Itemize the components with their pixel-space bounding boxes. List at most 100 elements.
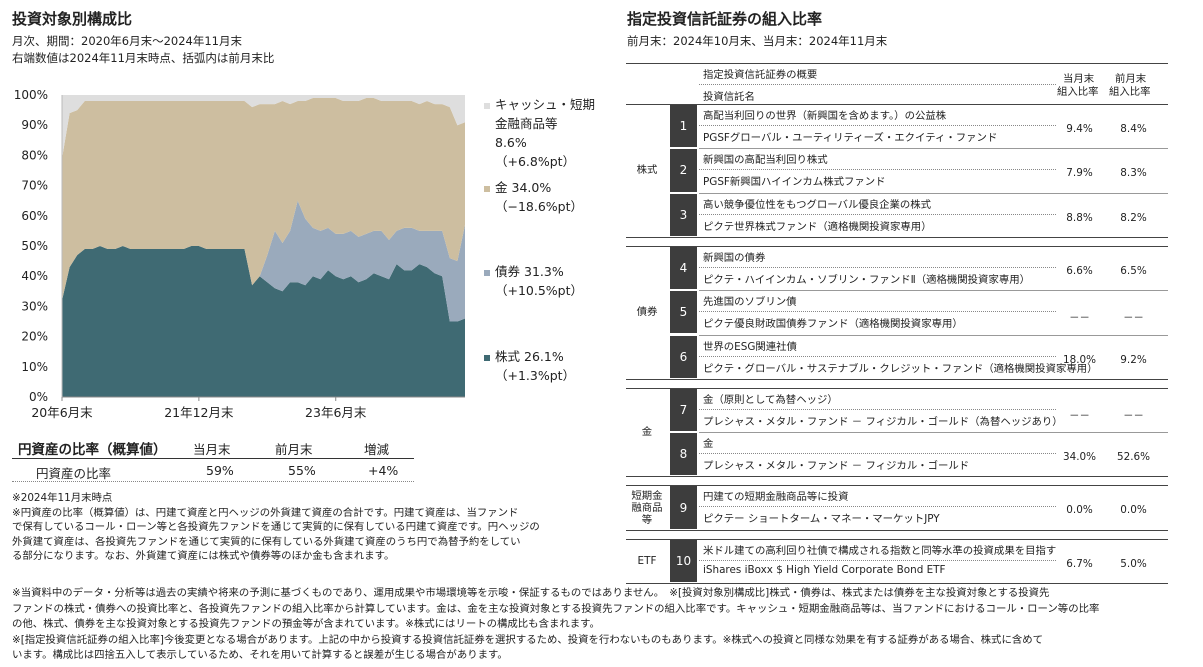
jpy-header-row: 円資産の比率（概算値） 当月末 前月末 増減 xyxy=(12,438,414,458)
legend-equity-name: 株式 xyxy=(495,349,521,364)
group-label-4: ETF xyxy=(626,539,668,583)
row-fund-name: プレシャス・メタル・ファンド － フィジカル・ゴールド（為替ヘッジあり） xyxy=(703,415,1063,428)
legend-cash-value: 8.6% xyxy=(495,135,527,150)
legend-equity-change: （+1.3%pt） xyxy=(495,368,576,383)
row-inner-rule xyxy=(699,408,1056,410)
holdings-table: 指定投資信託証券の概要 投資信託名 当月末 組入比率 前月末 組入比率 株式 1 高… xyxy=(626,0,1168,584)
area-series-1 xyxy=(62,200,465,322)
jpy-ratio-table: 円資産の比率（概算値） 当月末 前月末 増減 円資産の比率 59% 55% +4… xyxy=(12,438,414,482)
jpy-header-title: 円資産の比率（概算値） xyxy=(18,442,167,458)
row-inner-rule xyxy=(699,559,1056,561)
y-tick-label: 30% xyxy=(21,299,48,313)
group-label-line: 融商品 xyxy=(631,501,663,514)
row-current-ratio: 9.4% xyxy=(1066,123,1093,135)
row-description: 新興国の債券 xyxy=(703,251,766,264)
row-previous-ratio: 8.4% xyxy=(1120,123,1147,135)
y-tick-label: 90% xyxy=(21,118,48,132)
row-current-ratio: 7.9% xyxy=(1066,167,1093,180)
group-label-line: 債券 xyxy=(636,306,658,319)
row-previous-ratio: 52.6% xyxy=(1116,451,1150,464)
disclaimer-line-2: ファンドの株式・債券への投資比率と、各投資先ファンドの組入比率から計算しています… xyxy=(12,602,1100,615)
row-description: 新興国の高配当利回り株式 xyxy=(703,154,828,167)
row-inner-rule xyxy=(699,506,1056,508)
row-fund-name: ピクテ・グローバル・サステナブル・クレジット・ファンド（適格機関投資家専用） xyxy=(703,362,1098,375)
legend-swatch-gold xyxy=(484,185,490,192)
group-top-rule xyxy=(626,538,1168,540)
row-bottom-rule xyxy=(626,476,1168,478)
row-previous-ratio: 0.0% xyxy=(1120,504,1147,517)
legend-bond-change: （+10.5%pt） xyxy=(495,283,584,298)
y-tick-label: 50% xyxy=(21,239,48,253)
jpy-row-previous: 55% xyxy=(288,463,316,478)
row-inner-rule xyxy=(699,453,1056,455)
row-bottom-rule xyxy=(699,334,1168,336)
row-fund-name: PGSFグローバル・ユーティリティーズ・エクイティ・ファンド xyxy=(703,132,998,144)
row-description: 高い競争優位性をもつグローバル優良企業の株式 xyxy=(703,198,932,211)
area-series-2 xyxy=(62,98,465,301)
y-axis: 100% 90% 80% 70% 60% 50% 40% 30% 20% 10% 0% xyxy=(14,88,48,404)
holdings-section-title: 指定投資信託証券の組入比率 xyxy=(627,10,823,28)
x-tick-label: 21年12月末 xyxy=(164,405,234,420)
row-number-9: 9 xyxy=(670,486,697,529)
jpy-note-2: ※円資産の比率（概算値）は、円建て資産と円ヘッジの外貨建て資産の合計です。円建て… xyxy=(12,506,519,519)
legend-cash-name2: 金融商品等 xyxy=(495,116,558,131)
row-current-ratio: 6.6% xyxy=(1066,264,1093,277)
row-inner-rule xyxy=(699,169,1056,171)
jpy-note-3: で保有しているコール・ローン等と各投資先ファンドを通じて実質的に保有している円建… xyxy=(12,521,540,534)
row-current-ratio: 8.8% xyxy=(1066,211,1093,224)
row-description: 米ドル建ての高利回り社債で構成される指数と同等水準の投資成果を目指す xyxy=(703,544,1057,557)
row-description: 高配当利回りの世界（新興国を含めます。）の公益株 xyxy=(703,110,947,122)
row-bottom-rule xyxy=(699,148,1168,150)
row-inner-rule xyxy=(699,213,1056,215)
chart-period: 月次、期間：2020年6月末～2024年11月末 xyxy=(12,34,242,48)
header-fund-name: 投資信託名 xyxy=(703,91,755,103)
y-tick-label: 70% xyxy=(21,179,48,193)
row-bottom-rule xyxy=(626,236,1168,238)
row-number-7: 7 xyxy=(670,388,697,432)
row-previous-ratio: 5.0% xyxy=(1120,557,1147,570)
legend-swatch-cash xyxy=(484,102,490,109)
row-fund-name: プレシャス・メタル・ファンド － フィジカル・ゴールド xyxy=(703,460,970,473)
legend-equity: 株式 26.1% （+1.3%pt） xyxy=(484,347,604,385)
row-description: 先進国のソブリン債 xyxy=(703,296,797,309)
row-previous-ratio: 8.3% xyxy=(1120,167,1147,180)
x-axis: 20年6月末 21年12月末 23年6月末 xyxy=(31,397,367,420)
x-tick-label: 20年6月末 xyxy=(31,405,93,420)
row-number-1: 1 xyxy=(670,105,697,148)
legend-cash: キャッシュ・短期 金融商品等 8.6% （+6.8%pt） xyxy=(484,95,604,171)
group-label-line: 株式 xyxy=(636,164,658,177)
row-bottom-rule xyxy=(626,529,1168,531)
jpy-row-label: 円資産の比率 xyxy=(36,466,112,481)
row-fund-name: PGSF新興国ハイインカム株式ファンド xyxy=(703,176,886,189)
row-current-ratio: 0.0% xyxy=(1066,504,1093,517)
group-label-line: 金 xyxy=(641,426,653,439)
row-bottom-rule xyxy=(699,432,1168,434)
header-current-1: 当月末 xyxy=(1063,73,1095,85)
row-number-4: 4 xyxy=(670,246,697,290)
row-bottom-rule xyxy=(626,583,1168,584)
row-description: 金（原則として為替ヘッジ） xyxy=(703,393,838,406)
row-previous-ratio: 9.2% xyxy=(1120,353,1147,366)
legend-swatch-equity xyxy=(484,354,490,361)
jpy-row-current: 59% xyxy=(206,463,234,478)
row-previous-ratio: 6.5% xyxy=(1120,264,1147,277)
legend-swatch-bond xyxy=(484,269,490,276)
header-current-2: 組入比率 xyxy=(1057,86,1099,98)
jpy-header-current: 当月末 xyxy=(193,442,231,457)
legend-cash-change: （+6.8%pt） xyxy=(495,154,576,169)
jpy-data-row: 円資産の比率 59% 55% +4% xyxy=(12,459,414,481)
row-number-6: 6 xyxy=(670,335,697,378)
legend-gold-change: （−18.6%pt） xyxy=(495,199,584,214)
row-bottom-rule xyxy=(626,378,1168,380)
row-current-ratio: 18.0% xyxy=(1062,353,1096,366)
group-label-3: 短期金 融商品等 xyxy=(626,485,668,529)
legend-gold: 金 34.0% （−18.6%pt） xyxy=(484,178,604,216)
disclaimer-line-1: ※当資料中のデータ・分析等は過去の実績や将来の予測に基づくものであり、運用成果や… xyxy=(12,587,1050,599)
disclaimer-line-4: ※[指定投資信託証券の組入比率]今後変更となる場合があります。上記の中から投資す… xyxy=(12,633,1044,646)
disclaimer-line-3: の他、株式、債券を主な投資対象とする投資先ファンドの預金等が含まれています。※株… xyxy=(12,618,600,630)
legend-cash-name: キャッシュ・短期 xyxy=(495,97,596,112)
y-tick-label: 60% xyxy=(21,209,48,223)
row-fund-name: ピクテー ショートターム・マネー・マーケットJPY xyxy=(703,513,940,526)
composition-area-chart: 100% 90% 80% 70% 60% 50% 40% 30% 20% 10% 0% 20年6月末… xyxy=(14,88,465,420)
row-previous-ratio: －－ xyxy=(1123,312,1144,325)
